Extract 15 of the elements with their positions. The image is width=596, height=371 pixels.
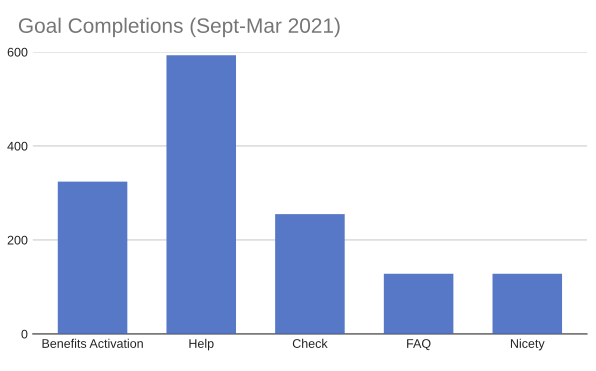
bar [58,182,128,334]
chart-title: Goal Completions (Sept-Mar 2021) [18,18,340,38]
bar [275,214,345,334]
x-tick-label: Benefits Activation [42,338,143,348]
y-tick-label: 0 [21,330,28,339]
x-tick-label: Help [189,338,214,350]
x-tick-label: Check [292,338,328,348]
bar [384,274,454,334]
y-tick-label: 600 [8,48,28,57]
bar [166,55,236,334]
y-tick-label: 400 [7,142,28,151]
x-tick-label: Nicety [510,338,545,350]
bar [492,274,562,334]
x-tick-label: FAQ [407,339,431,350]
y-tick-label: 200 [8,236,28,245]
